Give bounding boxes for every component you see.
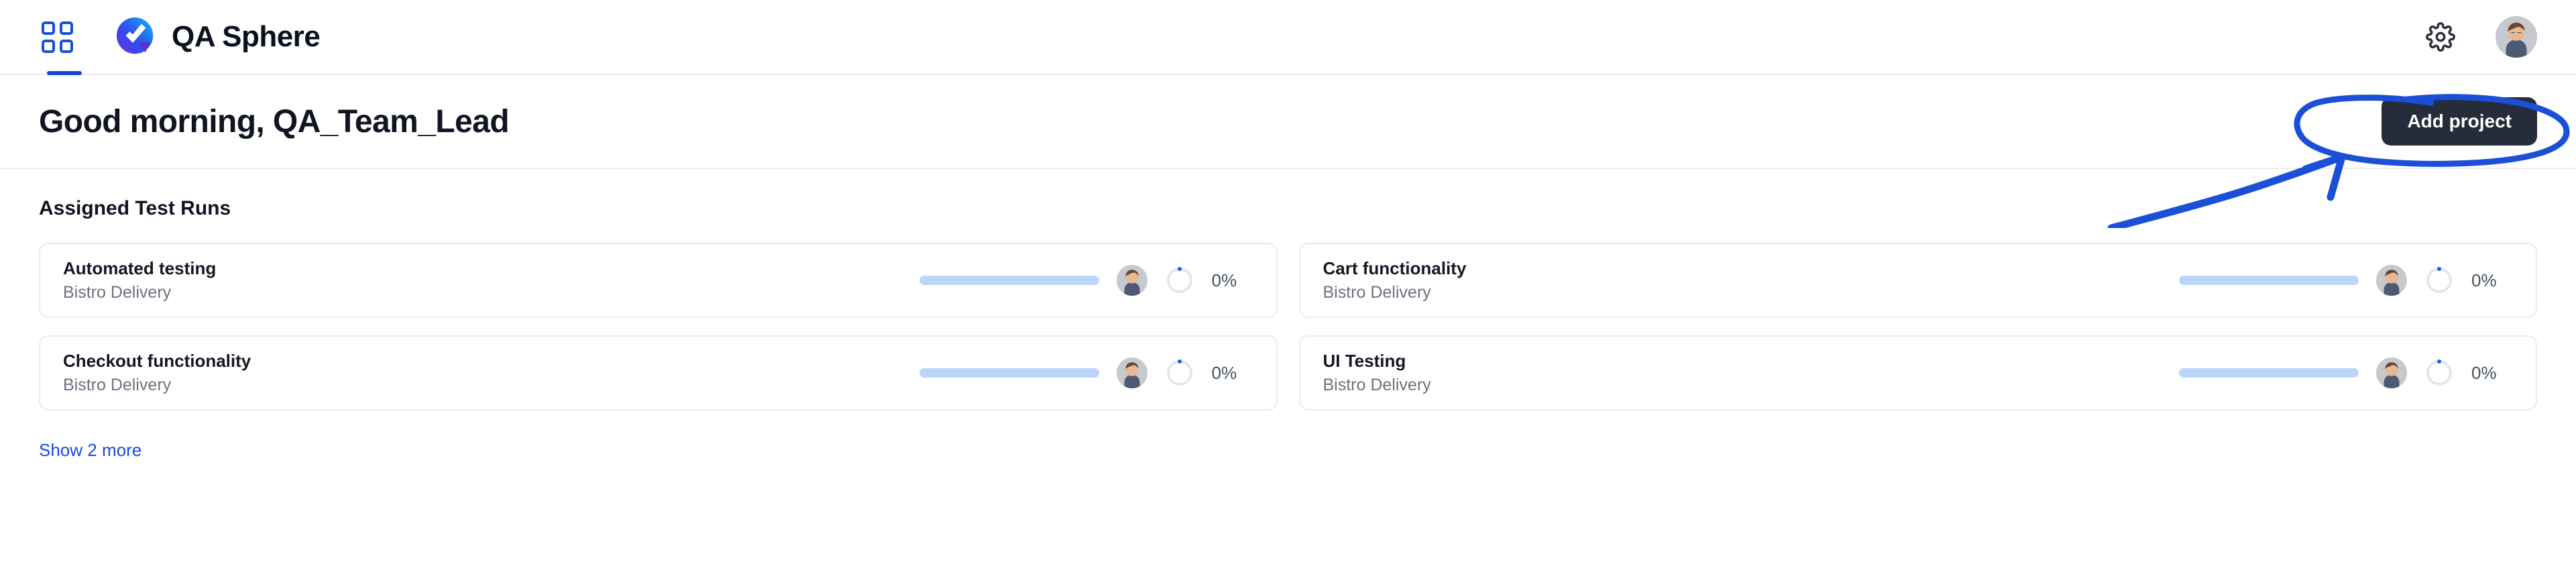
assignee-avatar[interactable] [1116,265,1147,296]
progress-ring [1165,358,1194,388]
test-run-project: Bistro Delivery [63,375,172,394]
test-run-status-group: 0% [2179,265,2513,296]
settings-button[interactable] [2423,19,2458,54]
grid-icon [41,21,73,53]
test-run-title: UI Testing [1323,351,1406,371]
avatar-icon [2376,265,2407,296]
test-run-card[interactable]: UI Testing Bistro Delivery [1298,335,2537,410]
test-run-card[interactable]: Automated testing Bistro Delivery [39,243,1278,318]
section-title: Assigned Test Runs [39,197,231,219]
progress-bar [2179,368,2359,378]
test-run-card[interactable]: Checkout functionality Bistro Delivery [39,335,1278,410]
active-tab-indicator [47,71,82,75]
user-avatar-button[interactable] [2496,16,2537,58]
header-right-group [2423,16,2537,58]
test-run-title: Automated testing [63,258,217,278]
assigned-test-runs-grid: Automated testing Bistro Delivery [39,243,2537,410]
progress-percent: 0% [1211,362,1237,383]
test-run-project: Bistro Delivery [1323,282,1431,302]
progress-ring [2424,266,2454,295]
apps-grid-button[interactable] [39,19,75,55]
assignee-avatar[interactable] [1116,357,1147,388]
greeting-row: Good morning, QA_Team_Lead Add project [0,75,2576,169]
test-run-meta: Automated testing Bistro Delivery [63,258,216,303]
test-run-project: Bistro Delivery [1323,375,1431,394]
brand-logo-group[interactable]: QA Sphere [115,16,321,58]
progress-bar [919,276,1099,285]
progress-percent: 0% [2471,270,2497,290]
avatar-icon [1116,357,1147,388]
grid-icon-cell [59,21,73,35]
brand-name: QA Sphere [172,20,321,53]
add-project-button[interactable]: Add project [2382,97,2537,146]
assignee-avatar[interactable] [2376,265,2407,296]
page-title: Good morning, QA_Team_Lead [39,103,510,139]
progress-percent: 0% [1211,270,1237,290]
test-run-meta: Checkout functionality Bistro Delivery [63,350,251,396]
progress-bar [2179,276,2359,285]
test-run-project: Bistro Delivery [63,282,172,302]
assignee-avatar[interactable] [2376,357,2407,388]
test-run-status-group: 0% [2179,357,2513,388]
qa-sphere-logo-icon [116,17,154,54]
test-run-meta: Cart functionality Bistro Delivery [1323,258,1467,303]
progress-percent: 0% [2471,362,2497,383]
grid-icon-cell [59,39,73,53]
grid-icon-cell [41,21,55,35]
show-more-link[interactable]: Show 2 more [39,440,142,460]
progress-ring [2424,358,2454,388]
test-run-meta: UI Testing Bistro Delivery [1323,350,1431,396]
avatar-icon [1116,265,1147,296]
test-run-title: Cart functionality [1323,258,1467,278]
test-run-card[interactable]: Cart functionality Bistro Delivery [1298,243,2537,318]
grid-icon-cell [41,39,55,53]
progress-ring-icon [1166,359,1192,386]
test-run-title: Checkout functionality [63,351,251,371]
test-run-status-group: 0% [919,357,1253,388]
progress-ring-icon [2426,359,2452,386]
progress-bar [919,368,1099,378]
test-run-status-group: 0% [919,265,1253,296]
progress-ring-icon [2426,267,2452,293]
avatar-icon [2376,357,2407,388]
progress-ring-icon [1166,267,1192,293]
avatar-icon [2496,16,2537,58]
header-left-group: QA Sphere [39,16,321,58]
app-header: QA Sphere [0,0,2576,75]
main-content: Assigned Test Runs Automated testing Bis… [0,169,2576,461]
progress-ring [1165,266,1194,295]
gear-icon [2426,22,2455,52]
